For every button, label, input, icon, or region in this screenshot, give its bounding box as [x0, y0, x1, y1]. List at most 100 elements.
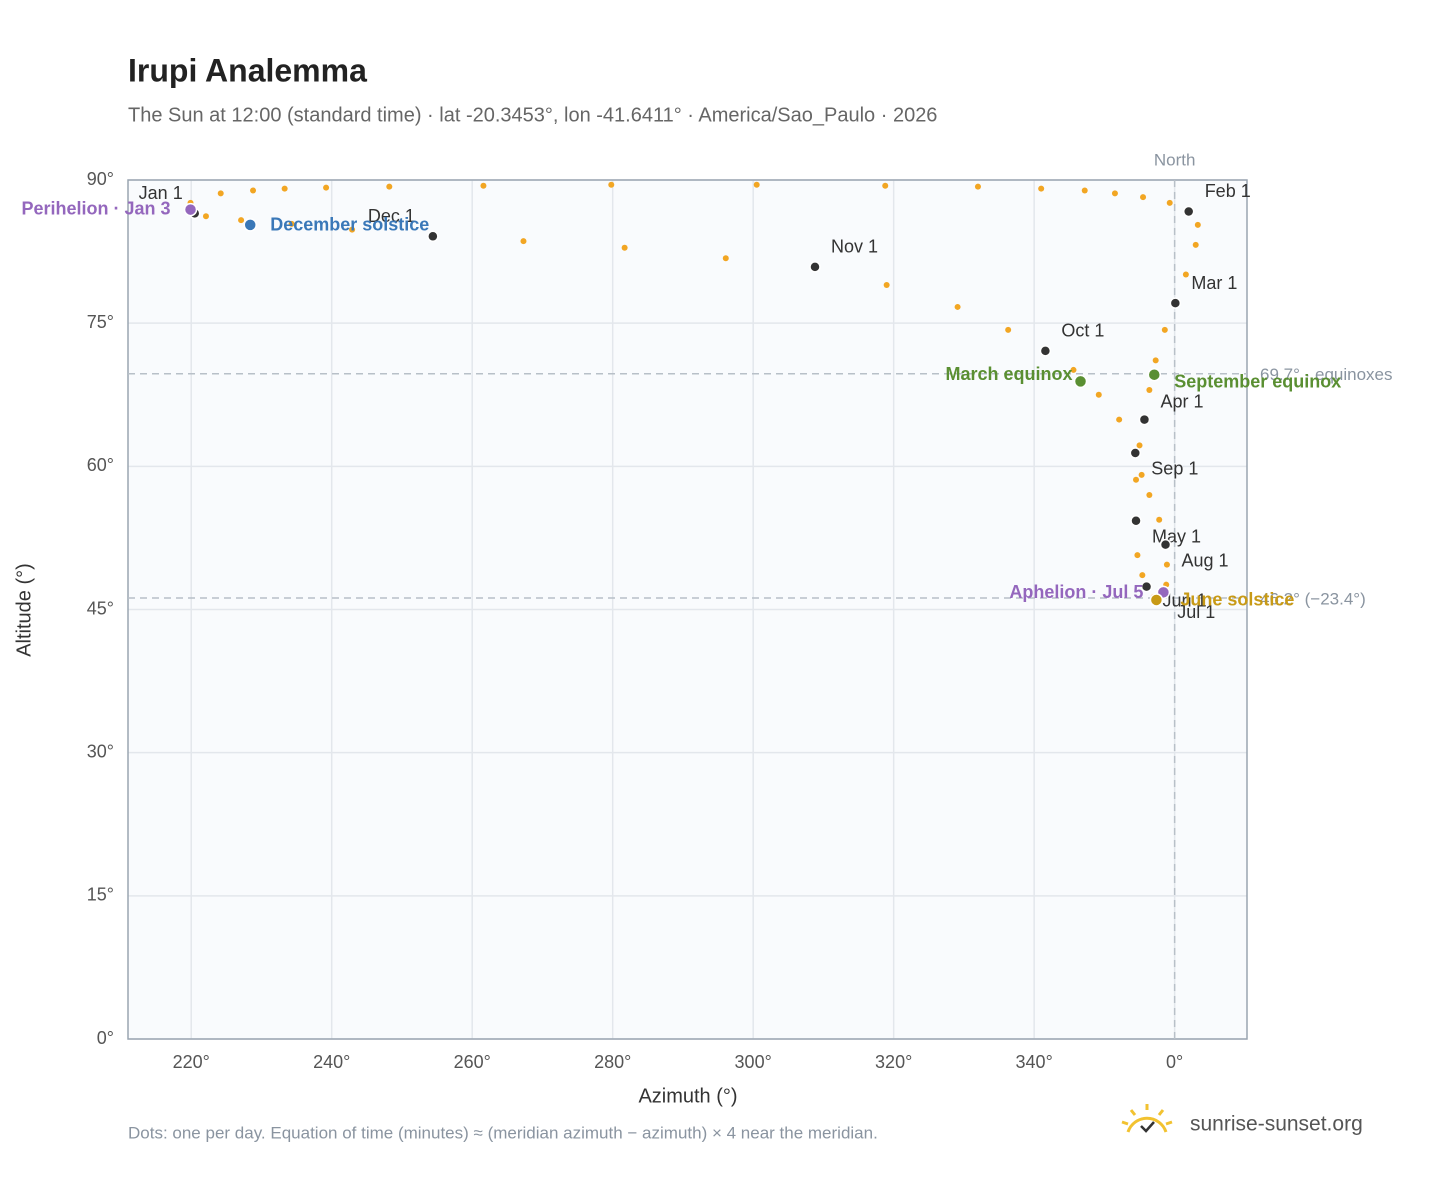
north-label: North: [1154, 150, 1196, 169]
event-marker: [1073, 374, 1088, 389]
x-tick-label: 300°: [735, 1052, 772, 1072]
month-label: Aug 1: [1182, 550, 1229, 570]
daily-dot: [1070, 366, 1077, 373]
x-tick-label: 280°: [594, 1052, 631, 1072]
month-label: Jan 1: [139, 183, 183, 203]
daily-dot: [1111, 190, 1118, 197]
x-tick-label: 320°: [875, 1052, 912, 1072]
month-label: Sep 1: [1151, 459, 1198, 479]
month-label: Apr 1: [1160, 391, 1203, 411]
daily-dot: [753, 181, 760, 188]
daily-dot: [1005, 326, 1012, 333]
daily-dot: [1194, 221, 1201, 228]
daily-dot: [722, 255, 729, 262]
chart-title: Irupi Analemma: [128, 52, 367, 88]
chart-subtitle: The Sun at 12:00 (standard time) · lat -…: [128, 104, 937, 126]
daily-dot: [349, 226, 356, 233]
reference-label: 69.7° · equinoxes: [1260, 365, 1393, 384]
daily-dot: [1166, 199, 1173, 206]
month-label: Nov 1: [831, 237, 878, 257]
reference-label: 46.2° (−23.4°): [1260, 590, 1366, 609]
x-tick-label: 340°: [1016, 1052, 1053, 1072]
daily-dot: [217, 190, 224, 197]
brand-icon: [1121, 1104, 1173, 1133]
y-tick-label: 15°: [87, 885, 114, 905]
month-label: Jul 1: [1177, 602, 1215, 622]
daily-dot: [1139, 572, 1146, 579]
month-marker: [809, 261, 821, 273]
daily-dot: [1140, 194, 1147, 201]
y-tick-label: 0°: [97, 1028, 114, 1048]
y-axis-title: Altitude (°): [13, 563, 35, 657]
month-marker: [1169, 297, 1182, 309]
x-tick-label: 260°: [454, 1052, 491, 1072]
daily-dot: [238, 217, 245, 224]
month-marker: [1182, 205, 1195, 218]
brand: sunrise-sunset.org: [1190, 1113, 1363, 1136]
y-tick-label: 75°: [87, 312, 114, 332]
month-marker: [1039, 345, 1052, 357]
month-marker: [1138, 413, 1151, 426]
y-tick-label: 90°: [87, 169, 114, 189]
daily-dot: [1133, 476, 1140, 483]
footnote: Dots: one per day. Equation of time (min…: [128, 1123, 878, 1142]
month-label: Oct 1: [1061, 321, 1104, 341]
y-tick-label: 60°: [87, 455, 114, 475]
y-tick-label: 30°: [87, 741, 114, 761]
event-marker: [183, 202, 198, 217]
daily-dot: [621, 244, 628, 251]
daily-dot: [1182, 271, 1189, 278]
daily-dot: [1152, 357, 1159, 364]
daily-dot: [323, 184, 330, 191]
daily-dot: [386, 183, 393, 190]
event-marker: [243, 218, 257, 232]
event-label: March equinox: [945, 364, 1072, 384]
month-marker: [1159, 538, 1172, 551]
daily-dot: [288, 220, 295, 227]
event-label: December solstice: [270, 215, 429, 235]
daily-dot: [202, 213, 209, 220]
month-marker: [1130, 514, 1142, 527]
month-label: Feb 1: [1205, 181, 1251, 201]
month-marker: [1140, 580, 1153, 593]
daily-dot: [1146, 491, 1153, 498]
daily-dot: [281, 185, 288, 192]
daily-dot: [1146, 386, 1153, 393]
month-label: Dec 1: [368, 206, 415, 226]
daily-dot: [1081, 187, 1088, 194]
daily-dot: [1134, 552, 1141, 559]
x-tick-label: 0°: [1166, 1052, 1183, 1072]
daily-dot: [250, 187, 257, 194]
daily-dot: [1136, 442, 1143, 449]
event-marker: [1147, 367, 1162, 382]
event-label: Aphelion · Jul 5: [1009, 582, 1143, 602]
daily-dot: [520, 238, 527, 245]
daily-dot: [1156, 516, 1163, 523]
plot-frame: [127, 179, 1248, 1040]
event-label: June solstice: [1180, 590, 1294, 610]
daily-dot: [1138, 471, 1145, 478]
daily-dot: [1161, 326, 1168, 333]
event-label: September equinox: [1174, 371, 1341, 391]
daily-dot: [1038, 185, 1045, 192]
month-label: May 1: [1152, 526, 1201, 546]
x-axis-title: Azimuth (°): [638, 1085, 737, 1107]
daily-dot: [974, 183, 981, 190]
daily-dot: [883, 281, 890, 288]
month-marker: [1129, 447, 1142, 459]
daily-dot: [480, 182, 487, 189]
daily-dot: [608, 181, 615, 188]
daily-dot: [1163, 561, 1170, 568]
month-label: Mar 1: [1191, 273, 1237, 293]
x-tick-label: 240°: [313, 1052, 350, 1072]
y-tick-label: 45°: [87, 598, 114, 618]
event-label: Perihelion · Jan 3: [21, 198, 170, 218]
x-tick-label: 220°: [173, 1052, 210, 1072]
month-marker: [427, 230, 439, 243]
event-marker: [1149, 593, 1164, 607]
daily-dot: [882, 182, 889, 189]
month-label: Jun 1: [1163, 590, 1207, 610]
daily-dot: [954, 303, 961, 310]
daily-dot: [1095, 391, 1102, 398]
